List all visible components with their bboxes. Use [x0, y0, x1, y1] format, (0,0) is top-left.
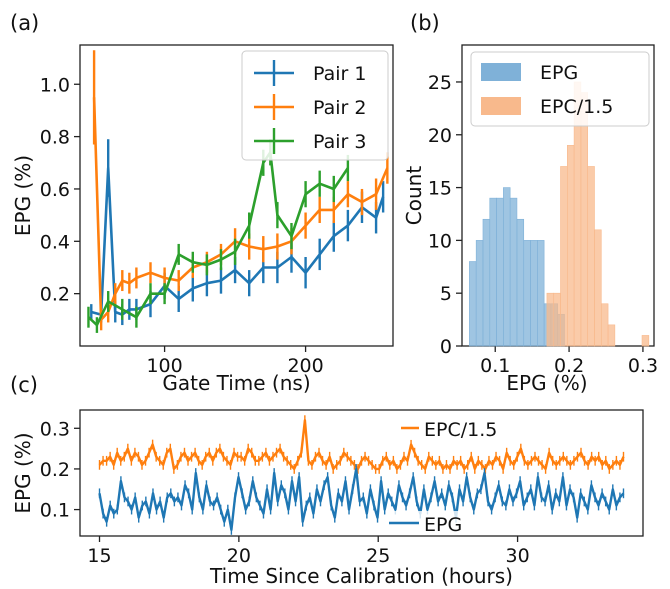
panel-b-histogram: 0.1 0.2 0.3 0 5 10 15 20 25 EPG EPC/1.5 EPG (%) Coun…	[402, 44, 658, 395]
hist-bar-epg	[516, 218, 525, 347]
y-axis-label: EPG (%)	[11, 155, 35, 236]
panel-label-a: (a)	[10, 11, 39, 35]
legend-label-epc: EPC/1.5	[424, 419, 497, 441]
hist-bar-epg	[475, 240, 484, 347]
legend-label: Pair 2	[313, 97, 366, 119]
y-axis-label: EPG (%)	[11, 432, 35, 513]
panel-c-xtick-label: 25	[366, 545, 390, 567]
panel-b-ytick-label: 10	[428, 230, 452, 252]
x-axis-label: EPG (%)	[506, 371, 587, 395]
hist-bar-epc-1-5	[546, 292, 555, 347]
panel-b-ytick-label: 0	[440, 336, 452, 358]
legend-label: Pair 3	[313, 131, 366, 153]
panel-a-ytick-label: 0.2	[40, 284, 70, 306]
hist-bar-epc-1-5	[553, 292, 561, 347]
panel-b-xtick-label: 0.1	[480, 355, 510, 377]
panel-a-ytick-label: 0.6	[40, 179, 70, 201]
y-axis-label: Count	[402, 166, 426, 226]
hist-bar-epg	[530, 240, 538, 347]
panel-c-ytick-label: 0.3	[40, 418, 70, 440]
hist-bar-epc-1-5	[641, 335, 650, 347]
hist-bar-epc-1-5	[607, 324, 616, 347]
panel-b-ytick-label: 5	[440, 283, 452, 305]
hist-bar-epg	[503, 187, 511, 347]
panel-b-xtick-label: 0.2	[554, 355, 584, 377]
hist-bar-epc-1-5	[600, 303, 609, 347]
panel-a-ytick-label: 0.4	[40, 231, 70, 253]
series-line-epg	[98, 467, 625, 532]
legend-label: Pair 1	[313, 63, 366, 85]
hist-bar-epg	[523, 240, 531, 347]
panel-a-xtick-label: 200	[287, 355, 323, 377]
hist-bar-epg	[469, 261, 477, 347]
panel-c-xtick-label: 20	[227, 545, 251, 567]
legend-box	[241, 50, 389, 161]
legend-swatch	[481, 97, 521, 115]
panel-a-ytick-label: 0.8	[40, 127, 70, 149]
hist-bar-epg	[496, 197, 504, 347]
legend-label-epg: EPG	[424, 514, 462, 536]
hist-bar-epg	[489, 197, 497, 347]
panel-b-ytick-label: 15	[428, 178, 452, 200]
hist-bar-epc-1-5	[567, 145, 575, 347]
panel-c-ytick-label: 0.1	[40, 500, 70, 522]
legend-label: EPG	[540, 62, 578, 84]
panel-b-ytick-label: 25	[428, 72, 452, 94]
x-axis-label: Time Since Calibration (hours)	[209, 564, 513, 588]
hist-bar-epc-1-5	[587, 166, 595, 347]
panel-label-c: (c)	[10, 373, 38, 397]
hist-bar-epg	[482, 218, 491, 347]
panel-a-epg-vs-gate-time: 100 200 0.2 0.4 0.6 0.8 1.0 Pair 1 Pair 2 Pair 3 G…	[11, 44, 394, 395]
panel-c-xtick-label: 15	[87, 545, 111, 567]
legend-swatch	[481, 63, 521, 81]
panel-b-ytick-label: 20	[428, 125, 452, 147]
x-axis-label: Gate Time (ns)	[162, 371, 310, 395]
panel-c-frame	[79, 409, 644, 537]
hist-bar-epc-1-5	[580, 92, 588, 347]
hist-bar-epc-1-5	[594, 229, 602, 347]
panel-a-ytick-label: 1.0	[40, 74, 70, 96]
panel-label-b: (b)	[410, 11, 440, 35]
panel-b-xtick-label: 0.3	[628, 355, 658, 377]
hist-bar-epg	[537, 240, 545, 347]
panel-c-xtick-label: 30	[505, 545, 529, 567]
panel-c-epg-time-series: 15 20 25 30 0.1 0.2 0.3 EPC/1.5 EPG Time Since Ca…	[11, 409, 644, 588]
hist-bar-epg	[509, 197, 518, 347]
panel-a-xtick-label: 100	[146, 355, 182, 377]
legend-label: EPC/1.5	[540, 96, 613, 118]
hist-bar-epc-1-5	[560, 166, 568, 347]
series-line-pair-3	[87, 151, 349, 327]
panel-a-frame	[79, 44, 394, 347]
panel-c-ytick-label: 0.2	[40, 459, 70, 481]
